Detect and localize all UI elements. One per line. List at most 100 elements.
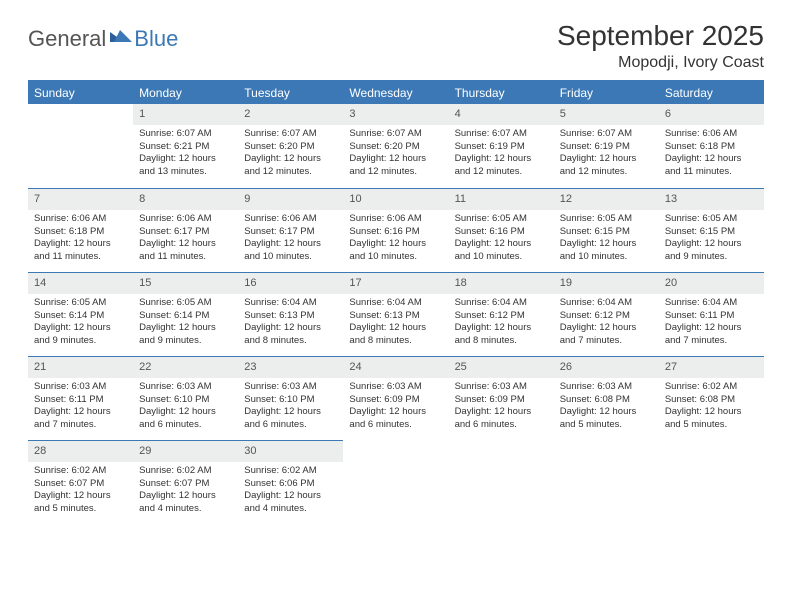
daylight-line: Daylight: 12 hours and 7 minutes.: [665, 322, 758, 348]
sunrise-line: Sunrise: 6:06 AM: [34, 213, 127, 226]
calendar-cell: 2Sunrise: 6:07 AMSunset: 6:20 PMDaylight…: [238, 104, 343, 188]
day-number: 12: [554, 188, 659, 210]
day-number: 26: [554, 356, 659, 378]
sunrise-line: Sunrise: 6:03 AM: [455, 381, 548, 394]
calendar-cell: 18Sunrise: 6:04 AMSunset: 6:12 PMDayligh…: [449, 272, 554, 356]
sunset-line: Sunset: 6:15 PM: [560, 226, 653, 239]
daylight-line: Daylight: 12 hours and 9 minutes.: [34, 322, 127, 348]
day-number: 21: [28, 356, 133, 378]
sunrise-line: Sunrise: 6:05 AM: [34, 297, 127, 310]
daylight-line: Daylight: 12 hours and 11 minutes.: [139, 238, 232, 264]
day-number: 9: [238, 188, 343, 210]
day-body: Sunrise: 6:03 AMSunset: 6:10 PMDaylight:…: [133, 378, 238, 438]
calendar-cell: [554, 440, 659, 524]
calendar-cell: 7Sunrise: 6:06 AMSunset: 6:18 PMDaylight…: [28, 188, 133, 272]
sunrise-line: Sunrise: 6:03 AM: [560, 381, 653, 394]
logo: General Blue: [28, 26, 178, 52]
header: General Blue September 2025 Mopodji, Ivo…: [28, 20, 764, 72]
day-number: 18: [449, 272, 554, 294]
sunset-line: Sunset: 6:07 PM: [139, 478, 232, 491]
day-number: 2: [238, 104, 343, 125]
calendar-cell: 24Sunrise: 6:03 AMSunset: 6:09 PMDayligh…: [343, 356, 448, 440]
day-body: Sunrise: 6:03 AMSunset: 6:08 PMDaylight:…: [554, 378, 659, 438]
calendar-cell: 5Sunrise: 6:07 AMSunset: 6:19 PMDaylight…: [554, 104, 659, 188]
daylight-line: Daylight: 12 hours and 5 minutes.: [665, 406, 758, 432]
day-number: 6: [659, 104, 764, 125]
daylight-line: Daylight: 12 hours and 8 minutes.: [349, 322, 442, 348]
weekday-header: Monday: [133, 81, 238, 104]
calendar-cell: 14 Sunrise: 6:05 AMSunset: 6:14 PMDayligh…: [28, 272, 133, 356]
sunrise-line: Sunrise: 6:03 AM: [139, 381, 232, 394]
calendar-cell: 1Sunrise: 6:07 AMSunset: 6:21 PMDaylight…: [133, 104, 238, 188]
day-body: Sunrise: 6:05 AMSunset: 6:15 PMDaylight:…: [659, 210, 764, 270]
logo-flag-icon: [110, 28, 132, 51]
sunrise-line: Sunrise: 6:07 AM: [244, 128, 337, 141]
day-number: 16: [238, 272, 343, 294]
day-body: Sunrise: 6:06 AMSunset: 6:17 PMDaylight:…: [133, 210, 238, 270]
sunrise-line: Sunrise: 6:04 AM: [455, 297, 548, 310]
daylight-line: Daylight: 12 hours and 7 minutes.: [560, 322, 653, 348]
calendar-cell: 6Sunrise: 6:06 AMSunset: 6:18 PMDaylight…: [659, 104, 764, 188]
sunrise-line: Sunrise: 6:04 AM: [560, 297, 653, 310]
day-body: Sunrise: 6:07 AMSunset: 6:19 PMDaylight:…: [449, 125, 554, 185]
weekday-header: Saturday: [659, 81, 764, 104]
sunrise-line: Sunrise: 6:07 AM: [139, 128, 232, 141]
day-body: Sunrise: 6:04 AMSunset: 6:13 PMDaylight:…: [343, 294, 448, 354]
weekday-header: Tuesday: [238, 81, 343, 104]
sunset-line: Sunset: 6:10 PM: [139, 394, 232, 407]
day-body: Sunrise: 6:04 AMSunset: 6:12 PMDaylight:…: [449, 294, 554, 354]
calendar-table: SundayMondayTuesdayWednesdayThursdayFrid…: [28, 80, 764, 524]
sunrise-line: Sunrise: 6:02 AM: [34, 465, 127, 478]
daylight-line: Daylight: 12 hours and 12 minutes.: [244, 153, 337, 179]
sunset-line: Sunset: 6:14 PM: [139, 310, 232, 323]
calendar-cell: 13Sunrise: 6:05 AMSunset: 6:15 PMDayligh…: [659, 188, 764, 272]
daylight-line: Daylight: 12 hours and 6 minutes.: [244, 406, 337, 432]
logo-text-general: General: [28, 26, 106, 52]
daylight-line: Daylight: 12 hours and 4 minutes.: [139, 490, 232, 516]
day-number: 30: [238, 440, 343, 462]
daylight-line: Daylight: 12 hours and 11 minutes.: [34, 238, 127, 264]
sunset-line: Sunset: 6:14 PM: [34, 310, 127, 323]
daylight-line: Daylight: 12 hours and 9 minutes.: [665, 238, 758, 264]
day-body: Sunrise: 6:07 AMSunset: 6:20 PMDaylight:…: [238, 125, 343, 185]
day-number: 1: [133, 104, 238, 125]
sunset-line: Sunset: 6:20 PM: [244, 141, 337, 154]
sunset-line: Sunset: 6:08 PM: [560, 394, 653, 407]
day-number: 17: [343, 272, 448, 294]
calendar-cell: 11Sunrise: 6:05 AMSunset: 6:16 PMDayligh…: [449, 188, 554, 272]
calendar-row: 1Sunrise: 6:07 AMSunset: 6:21 PMDaylight…: [28, 104, 764, 188]
sunrise-line: Sunrise: 6:05 AM: [560, 213, 653, 226]
calendar-cell: 9Sunrise: 6:06 AMSunset: 6:17 PMDaylight…: [238, 188, 343, 272]
logo-text-blue: Blue: [134, 26, 178, 52]
sunset-line: Sunset: 6:16 PM: [455, 226, 548, 239]
day-number: 22: [133, 356, 238, 378]
calendar-cell: [343, 440, 448, 524]
daylight-line: Daylight: 12 hours and 5 minutes.: [560, 406, 653, 432]
sunset-line: Sunset: 6:18 PM: [665, 141, 758, 154]
daylight-line: Daylight: 12 hours and 5 minutes.: [34, 490, 127, 516]
day-number: 14: [28, 272, 133, 294]
sunrise-line: Sunrise: 6:04 AM: [244, 297, 337, 310]
day-number: 5: [554, 104, 659, 125]
calendar-cell: 17Sunrise: 6:04 AMSunset: 6:13 PMDayligh…: [343, 272, 448, 356]
day-number: 25: [449, 356, 554, 378]
sunset-line: Sunset: 6:12 PM: [455, 310, 548, 323]
sunset-line: Sunset: 6:17 PM: [244, 226, 337, 239]
daylight-line: Daylight: 12 hours and 6 minutes.: [349, 406, 442, 432]
weekday-header: Friday: [554, 81, 659, 104]
sunrise-line: Sunrise: 6:04 AM: [349, 297, 442, 310]
day-number-empty: [449, 440, 554, 462]
calendar-cell: 29Sunrise: 6:02 AMSunset: 6:07 PMDayligh…: [133, 440, 238, 524]
day-body: Sunrise: 6:02 AMSunset: 6:06 PMDaylight:…: [238, 462, 343, 522]
sunset-line: Sunset: 6:06 PM: [244, 478, 337, 491]
sunrise-line: Sunrise: 6:06 AM: [349, 213, 442, 226]
day-number: 28: [28, 440, 133, 462]
location: Mopodji, Ivory Coast: [557, 54, 764, 72]
daylight-line: Daylight: 12 hours and 4 minutes.: [244, 490, 337, 516]
calendar-cell: 3Sunrise: 6:07 AMSunset: 6:20 PMDaylight…: [343, 104, 448, 188]
calendar-cell: [28, 104, 133, 188]
sunset-line: Sunset: 6:19 PM: [455, 141, 548, 154]
daylight-line: Daylight: 12 hours and 12 minutes.: [349, 153, 442, 179]
daylight-line: Daylight: 12 hours and 6 minutes.: [139, 406, 232, 432]
day-body: Sunrise: 6:04 AMSunset: 6:13 PMDaylight:…: [238, 294, 343, 354]
